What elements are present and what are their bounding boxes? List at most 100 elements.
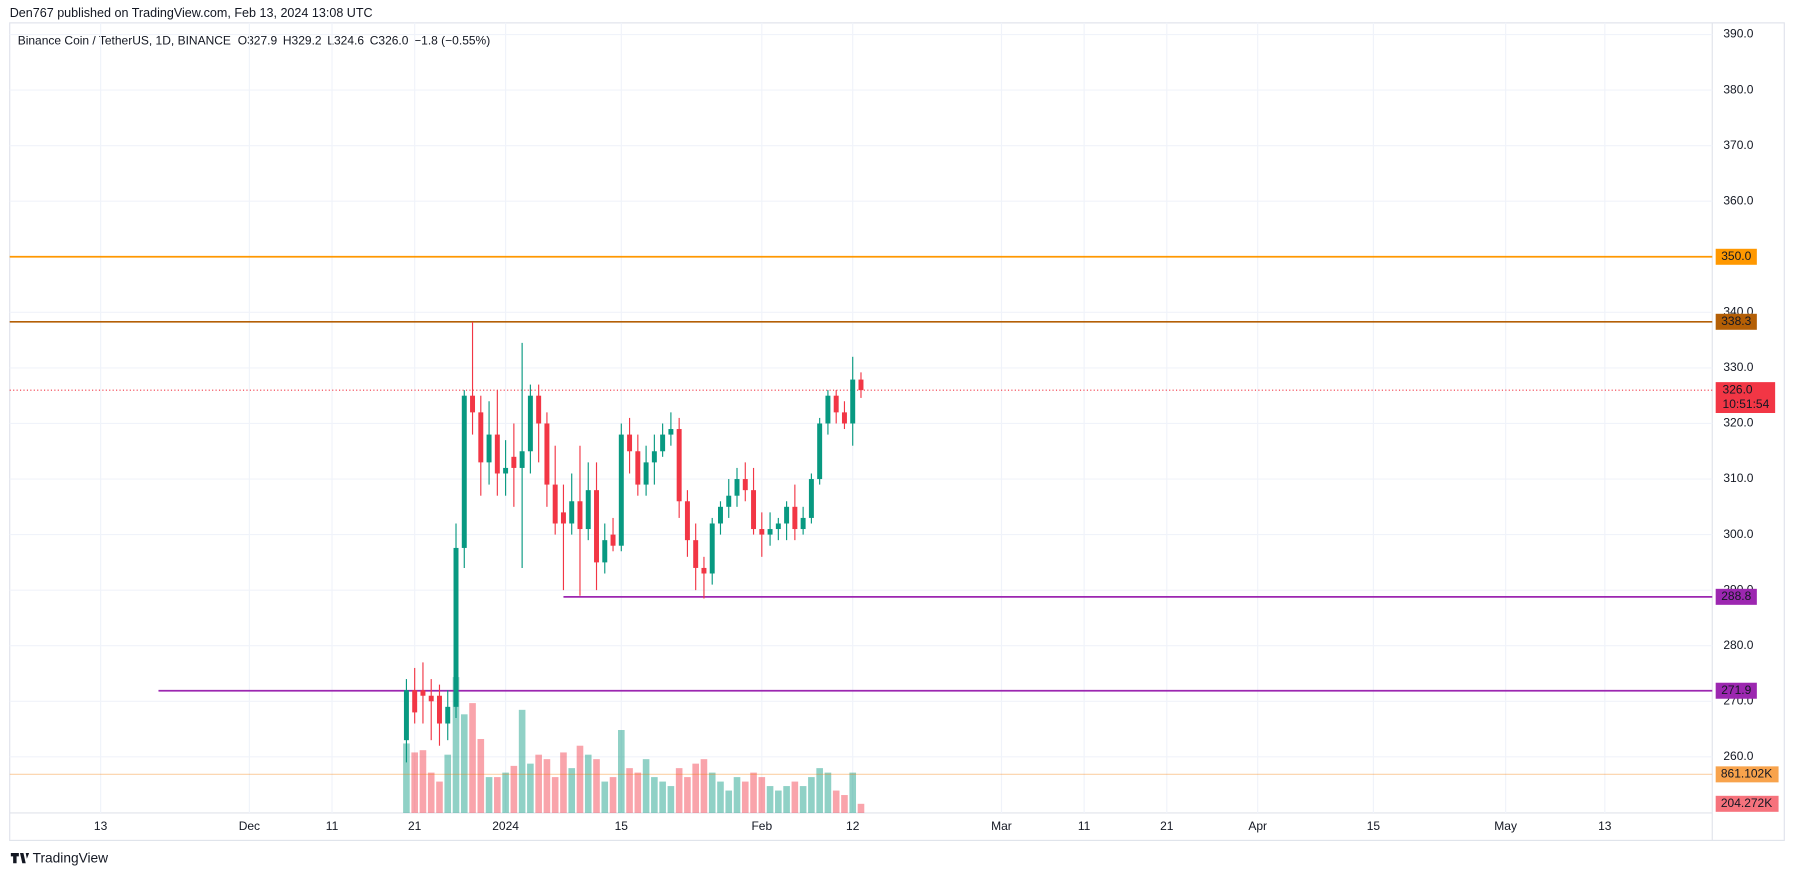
legend-key: L (327, 33, 334, 47)
candle-body (718, 506, 723, 524)
volume-bar (700, 759, 708, 813)
x-tick-label: Dec (239, 819, 260, 833)
countdown: 10:51:54 (1723, 397, 1770, 411)
x-tick-label: 11 (1078, 819, 1091, 833)
volume-bar (783, 786, 790, 813)
candle-body (453, 547, 459, 707)
volume-bar (444, 754, 452, 813)
volume-bar (808, 777, 815, 813)
candle-body (403, 690, 409, 741)
legend-value: 324.6 (334, 33, 364, 47)
x-tick-label: 13 (1598, 819, 1612, 833)
candle-body (594, 490, 599, 563)
level-label: 350.0 (1721, 249, 1751, 263)
volume-ma-tag (1715, 766, 1779, 783)
candle-body (850, 379, 856, 424)
candle-body (751, 490, 757, 530)
legend-key: C (370, 33, 379, 47)
candle-body (552, 484, 558, 524)
volume-bar (725, 790, 733, 813)
candle-body (569, 501, 575, 524)
candle-body (494, 434, 500, 474)
y-tick-label: 360.0 (1723, 193, 1753, 207)
candle-body (817, 423, 823, 480)
volume-bar (651, 777, 658, 813)
volume-bar (494, 777, 501, 813)
y-tick-label: 380.0 (1723, 82, 1753, 96)
candle-body (676, 429, 682, 502)
candle-body (470, 395, 476, 413)
candle-body (420, 690, 426, 696)
level-tag (1715, 248, 1757, 265)
y-tick-label: 300.0 (1723, 527, 1753, 541)
candle-body (577, 501, 583, 530)
level-label: 338.3 (1721, 314, 1751, 328)
level-tag (1715, 313, 1757, 330)
volume-bar (832, 790, 840, 813)
volume-bar (659, 781, 666, 813)
volume-bar (766, 786, 774, 813)
published-note: Den767 published on TradingView.com, Feb… (10, 6, 373, 20)
brand-name: TradingView (33, 850, 109, 865)
legend-change: −1.8 (−0.55%) (414, 33, 490, 47)
volume-bar (403, 743, 410, 813)
x-tick-label: 11 (326, 819, 339, 833)
candle-body (478, 412, 484, 463)
volume-bar (857, 803, 865, 813)
candle-body (511, 456, 517, 468)
volume-bar (775, 790, 782, 813)
candle-body (660, 434, 666, 452)
candle-body (560, 512, 566, 524)
candle-body (602, 540, 608, 563)
volume-bar (816, 768, 823, 813)
volume-bar (543, 759, 551, 813)
legend: Binance Coin / TetherUS, 1D, BINANCE O 32… (18, 33, 491, 47)
candle-body (519, 451, 525, 468)
candle-body (544, 423, 550, 485)
volume-bar (824, 772, 832, 813)
volume-bar (510, 765, 518, 813)
x-tick-label: 15 (1367, 819, 1381, 833)
candle-body (759, 529, 765, 535)
candle-body (635, 451, 641, 485)
candle-body (428, 695, 434, 702)
x-tick-label: May (1494, 819, 1517, 833)
candle-body (825, 395, 831, 424)
legend-value: 327.9 (247, 33, 277, 47)
x-tick-label: Feb (751, 819, 772, 833)
volume-bar (708, 772, 716, 813)
volume-bar (477, 738, 485, 813)
candle-body (503, 467, 509, 474)
volume-bar (584, 754, 592, 813)
volume-bar (741, 781, 749, 813)
frame (9, 22, 1785, 841)
volume-bar (593, 759, 600, 813)
y-tick-label: 390.0 (1723, 27, 1753, 41)
volume-bar (667, 786, 675, 813)
candle-body (585, 490, 591, 530)
candle-body (841, 412, 847, 424)
candle-body (684, 501, 690, 541)
last-price-tag (1715, 382, 1776, 414)
x-tick-label: 13 (94, 819, 108, 833)
volume-bar (601, 781, 609, 813)
candle-body (436, 695, 442, 724)
candle-body (412, 690, 418, 713)
level-tag (1715, 682, 1757, 699)
candle-body (486, 434, 492, 463)
candle-body (726, 495, 732, 507)
y-tick-label: 280.0 (1723, 638, 1753, 652)
volume-bar (684, 777, 691, 813)
candle-body (627, 434, 633, 452)
volume-bar (576, 745, 584, 813)
y-tick-label: 310.0 (1723, 471, 1753, 485)
volume-bar (535, 754, 542, 813)
candle-body (784, 506, 790, 524)
candle-body (775, 523, 781, 530)
volume-bar (750, 772, 757, 813)
candle-body (858, 379, 864, 391)
volume-bar (518, 709, 526, 813)
candle-body (618, 434, 624, 546)
candle-body (461, 395, 467, 548)
